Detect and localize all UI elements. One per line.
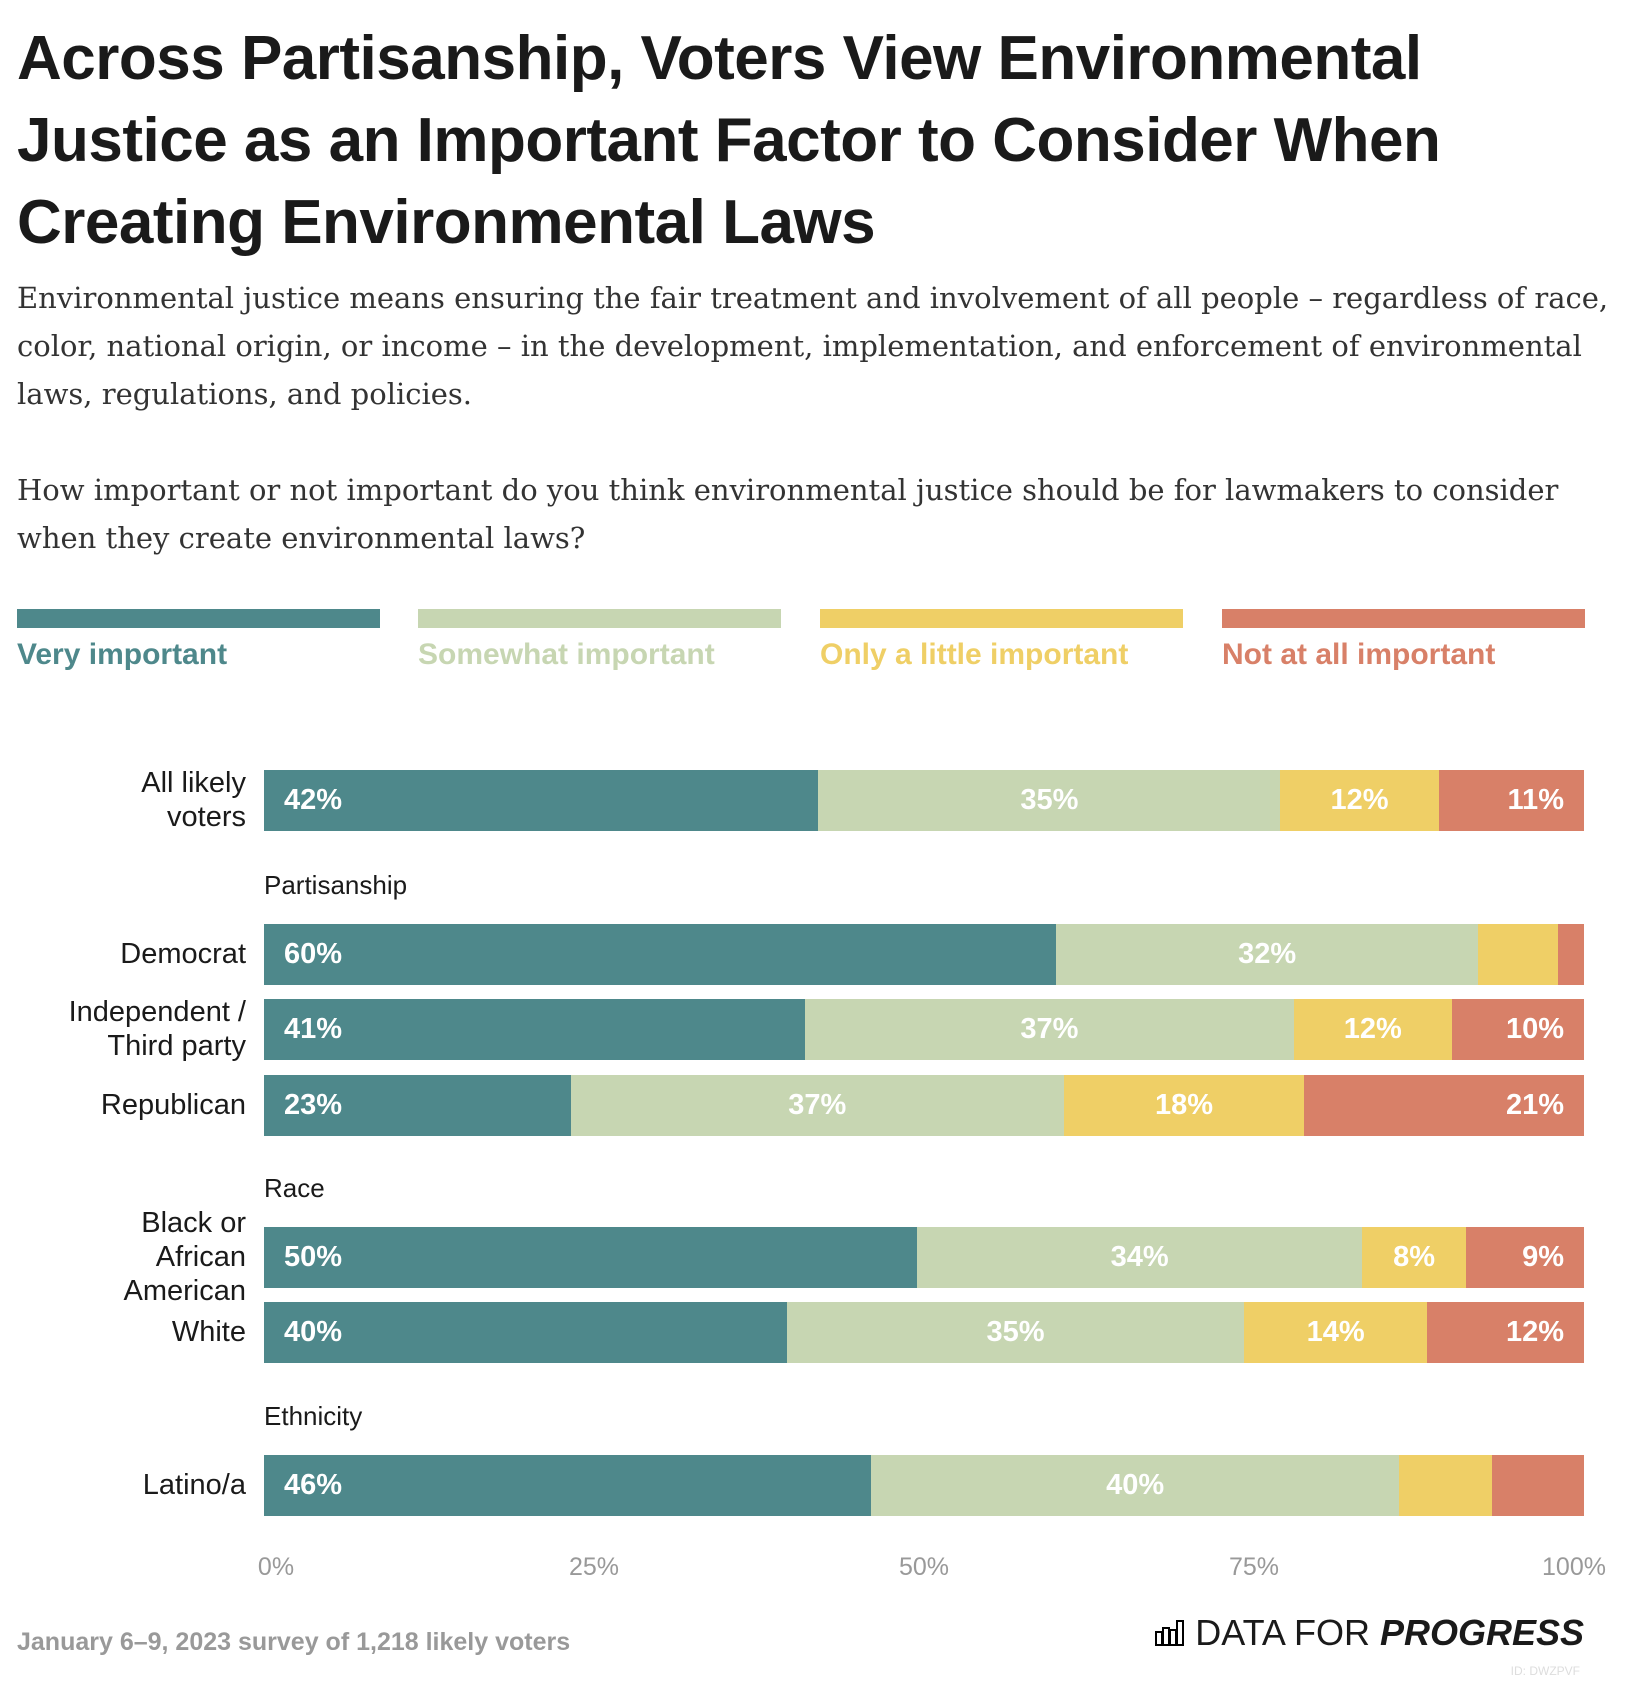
row-label: All likely voters: [141, 767, 246, 833]
bar-segment: [1399, 1455, 1492, 1516]
legend-item: Only a little important: [820, 609, 1183, 672]
legend-swatch: [1222, 609, 1585, 628]
x-tick-label: 0%: [257, 1553, 295, 1581]
legend-swatch: [820, 609, 1183, 628]
data-label: 23%: [284, 1089, 343, 1121]
bar-segment: 12%: [1280, 770, 1439, 831]
data-label: 40%: [1106, 1469, 1165, 1501]
legend-item: Somewhat important: [418, 609, 781, 672]
bar-segment: 37%: [805, 999, 1294, 1060]
footer-source: January 6–9, 2023 survey of 1,218 likely…: [17, 1628, 571, 1656]
legend-swatch: [17, 609, 380, 628]
legend-item: Very important: [17, 609, 380, 672]
chart-title: Across Partisanship, Voters View Environ…: [17, 24, 1441, 257]
data-label: 12%: [1330, 784, 1389, 816]
data-label: 37%: [788, 1089, 847, 1121]
bar-segment: 18%: [1064, 1075, 1304, 1136]
legend-label: Somewhat important: [418, 638, 715, 671]
bar-segment: 40%: [871, 1455, 1400, 1516]
data-label: 14%: [1306, 1316, 1365, 1348]
x-tick-label: 25%: [568, 1553, 620, 1581]
bar-row: 40% 35% 14% 12%: [264, 1302, 1584, 1363]
logo-text-light: DATA FOR: [1195, 1612, 1370, 1653]
bar-row: 60% 32%: [264, 924, 1584, 985]
data-label: 35%: [986, 1316, 1045, 1348]
data-label: 34%: [1110, 1241, 1169, 1273]
data-label: 46%: [284, 1469, 343, 1501]
group-label: Partisanship: [264, 870, 408, 900]
logo-text-bold: PROGRESS: [1379, 1612, 1584, 1653]
x-tick-label: 75%: [1228, 1553, 1280, 1581]
data-label: 37%: [1020, 1013, 1079, 1045]
bar-segment: 10%: [1452, 999, 1584, 1060]
legend-label: Only a little important: [820, 638, 1129, 671]
legend-swatch: [418, 609, 781, 628]
bar-segment: 8%: [1361, 1227, 1467, 1288]
chart-subtitle: Environmental justice means ensuring the…: [17, 281, 1609, 411]
bar-segment: 37%: [570, 1075, 1064, 1136]
data-label: 32%: [1238, 938, 1297, 970]
bar-segment: 35%: [786, 1302, 1245, 1363]
bar-segment: 12%: [1427, 1302, 1584, 1363]
data-label: 8%: [1393, 1241, 1436, 1273]
group-label: Ethnicity: [264, 1401, 363, 1431]
bar-segment: 23%: [264, 1075, 571, 1136]
bar-segment: 41%: [264, 999, 806, 1060]
data-label: 40%: [284, 1316, 343, 1348]
row-label: Latino/a: [142, 1469, 246, 1501]
row-label: Democrat: [120, 938, 246, 970]
bar-segment: 35%: [818, 770, 1281, 831]
data-for-progress-logo: DATA FOR PROGRESS: [1155, 1612, 1584, 1654]
legend-label: Not at all important: [1222, 638, 1496, 671]
data-label: 41%: [284, 1013, 343, 1045]
group-label: Race: [264, 1173, 325, 1203]
row-label: White: [171, 1316, 246, 1348]
row-label: Independent / Third party: [68, 996, 246, 1062]
bar-row: 46% 40%: [264, 1455, 1584, 1516]
data-label: 60%: [284, 938, 343, 970]
data-label: 42%: [284, 784, 343, 816]
data-label: 18%: [1154, 1089, 1214, 1121]
data-label: 21%: [1505, 1089, 1564, 1121]
bar-segment: 21%: [1304, 1075, 1584, 1136]
legend-item: Not at all important: [1222, 609, 1585, 672]
bar-segment: 50%: [264, 1227, 918, 1288]
row-label: Republican: [100, 1089, 246, 1121]
data-label: 12%: [1343, 1013, 1402, 1045]
data-label: 12%: [1505, 1316, 1564, 1348]
data-label: 10%: [1505, 1013, 1564, 1045]
chart-id: ID: DWZPVF: [1510, 1664, 1580, 1678]
bar-segment: 34%: [917, 1227, 1362, 1288]
bar-segment: 12%: [1293, 999, 1452, 1060]
bar-segment: 11%: [1438, 770, 1584, 831]
data-label: 35%: [1020, 784, 1079, 816]
data-label: 50%: [284, 1241, 343, 1273]
bar-segment: 42%: [264, 770, 819, 831]
bar-segment: 14%: [1244, 1302, 1428, 1363]
bar-segment: [1557, 924, 1584, 985]
data-label: 9%: [1522, 1241, 1564, 1273]
bar-chart-icon: [1155, 1620, 1185, 1646]
bar-row: 23% 37% 18% 21%: [264, 1075, 1584, 1136]
bar-row: 50% 34% 8% 9%: [264, 1227, 1584, 1288]
x-tick-label: 100%: [1542, 1553, 1606, 1581]
bar-segment: 32%: [1056, 924, 1479, 985]
data-label: 11%: [1507, 784, 1564, 816]
bar-segment: 40%: [264, 1302, 787, 1363]
bar-row: 42% 35% 12% 11%: [264, 770, 1584, 831]
bar-segment: 46%: [264, 1455, 872, 1516]
survey-question: How important or not important do you th…: [17, 473, 1559, 555]
bar-segment: 60%: [264, 924, 1056, 985]
x-tick-label: 50%: [898, 1553, 950, 1581]
bar-segment: [1491, 1455, 1584, 1516]
bar-segment: 9%: [1466, 1227, 1584, 1288]
row-label: Black or African American: [123, 1207, 247, 1307]
bar-row: 41% 37% 12% 10%: [264, 999, 1584, 1060]
legend-label: Very important: [17, 638, 228, 671]
bar-segment: [1478, 924, 1558, 985]
